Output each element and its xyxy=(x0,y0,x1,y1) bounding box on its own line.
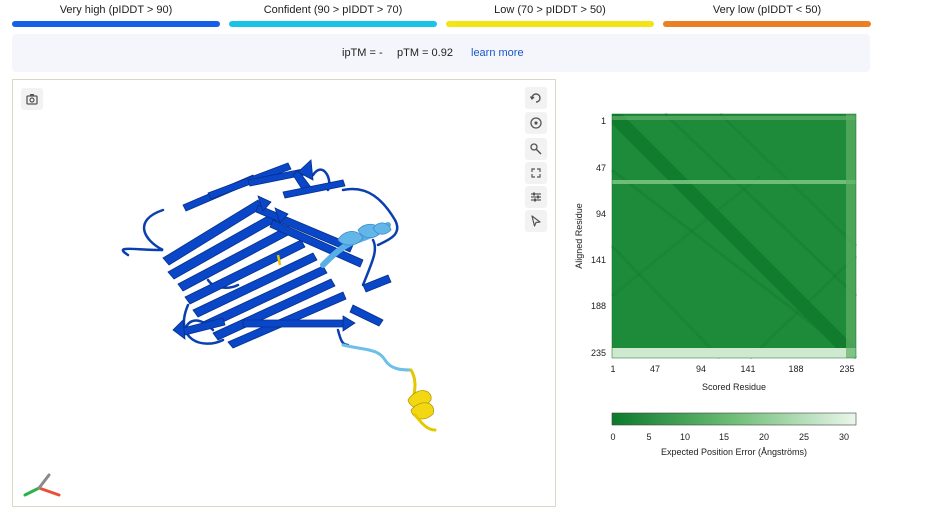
spin-button[interactable] xyxy=(525,112,547,134)
fullscreen-button[interactable] xyxy=(525,162,547,184)
legend-confident-label: Confident (90 > pIDDT > 70) xyxy=(263,4,403,16)
pae-x-ticks: 1 47 94 141 188 235 xyxy=(610,364,854,374)
pae-scale-tick: 30 xyxy=(839,432,849,442)
pae-x-tick: 141 xyxy=(740,364,755,374)
settings-icon xyxy=(531,192,541,202)
screenshot-button[interactable] xyxy=(21,88,43,110)
pae-y-ticks: 1 47 94 141 188 235 xyxy=(591,116,606,358)
measure-icon xyxy=(530,143,542,155)
pae-y-tick: 94 xyxy=(596,209,606,219)
reset-view-icon xyxy=(529,93,541,103)
pae-y-label: Aligned Residue xyxy=(574,203,584,269)
legend-confident-bar xyxy=(229,21,437,27)
pae-scale-tick: 25 xyxy=(799,432,809,442)
pae-scale-tick: 0 xyxy=(610,432,615,442)
legend-low: Low (70 > pIDDT > 50) xyxy=(446,4,654,27)
legend-very-low-bar xyxy=(663,21,871,27)
pae-chart[interactable]: 1 47 94 141 188 235 Aligned Residue 1 47… xyxy=(570,96,870,476)
pae-y-tick: 141 xyxy=(591,255,606,265)
pae-scale-label: Expected Position Error (Ångströms) xyxy=(661,447,807,457)
pae-x-label: Scored Residue xyxy=(702,382,766,392)
settings-button[interactable] xyxy=(525,186,547,208)
pae-y-tick: 188 xyxy=(591,301,606,311)
legend-confident: Confident (90 > pIDDT > 70) xyxy=(229,4,437,27)
legend-very-high: Very high (pIDDT > 90) xyxy=(12,4,220,27)
pae-y-tick: 47 xyxy=(596,163,606,173)
legend-low-label: Low (70 > pIDDT > 50) xyxy=(494,4,606,16)
measure-button[interactable] xyxy=(525,138,547,160)
select-button[interactable] xyxy=(525,210,547,232)
pae-scale-tick: 5 xyxy=(646,432,651,442)
pae-x-tick: 1 xyxy=(610,364,615,374)
pae-x-tick: 94 xyxy=(696,364,706,374)
legend-very-high-bar xyxy=(12,21,220,27)
learn-more-link[interactable]: learn more xyxy=(471,47,524,59)
ptm-score: pTM = 0.92 xyxy=(397,47,453,59)
pae-scale-tick: 20 xyxy=(759,432,769,442)
structure-viewer[interactable] xyxy=(12,79,556,507)
pae-scale-ticks: 0 5 10 15 20 25 30 xyxy=(610,432,849,442)
pae-color-scale xyxy=(611,412,857,426)
pae-y-tick: 1 xyxy=(601,116,606,126)
reset-view-button[interactable] xyxy=(525,87,547,109)
protein-structure[interactable] xyxy=(13,80,556,507)
pae-scale-tick: 15 xyxy=(719,432,729,442)
pae-y-tick: 235 xyxy=(591,348,606,358)
pae-scale-tick: 10 xyxy=(680,432,690,442)
spin-icon xyxy=(530,117,542,129)
pae-x-tick: 235 xyxy=(839,364,854,374)
legend-low-bar xyxy=(446,21,654,27)
legend-very-low-label: Very low (pIDDT < 50) xyxy=(712,4,822,16)
screenshot-icon xyxy=(26,94,38,105)
pae-x-tick: 47 xyxy=(650,364,660,374)
plddt-legend: Very high (pIDDT > 90) Confident (90 > p… xyxy=(12,4,872,28)
pae-x-tick: 188 xyxy=(788,364,803,374)
legend-very-low: Very low (pIDDT < 50) xyxy=(663,4,871,27)
fullscreen-icon xyxy=(531,168,541,178)
orientation-axes xyxy=(23,473,61,497)
iptm-score: ipTM = - xyxy=(342,47,383,59)
pae-heatmap[interactable] xyxy=(610,112,858,360)
legend-very-high-label: Very high (pIDDT > 90) xyxy=(59,4,173,16)
score-summary: ipTM = - pTM = 0.92 learn more xyxy=(12,34,870,72)
select-icon xyxy=(531,215,541,227)
pae-plot[interactable]: 1 47 94 141 188 235 Aligned Residue 1 47… xyxy=(570,96,870,476)
